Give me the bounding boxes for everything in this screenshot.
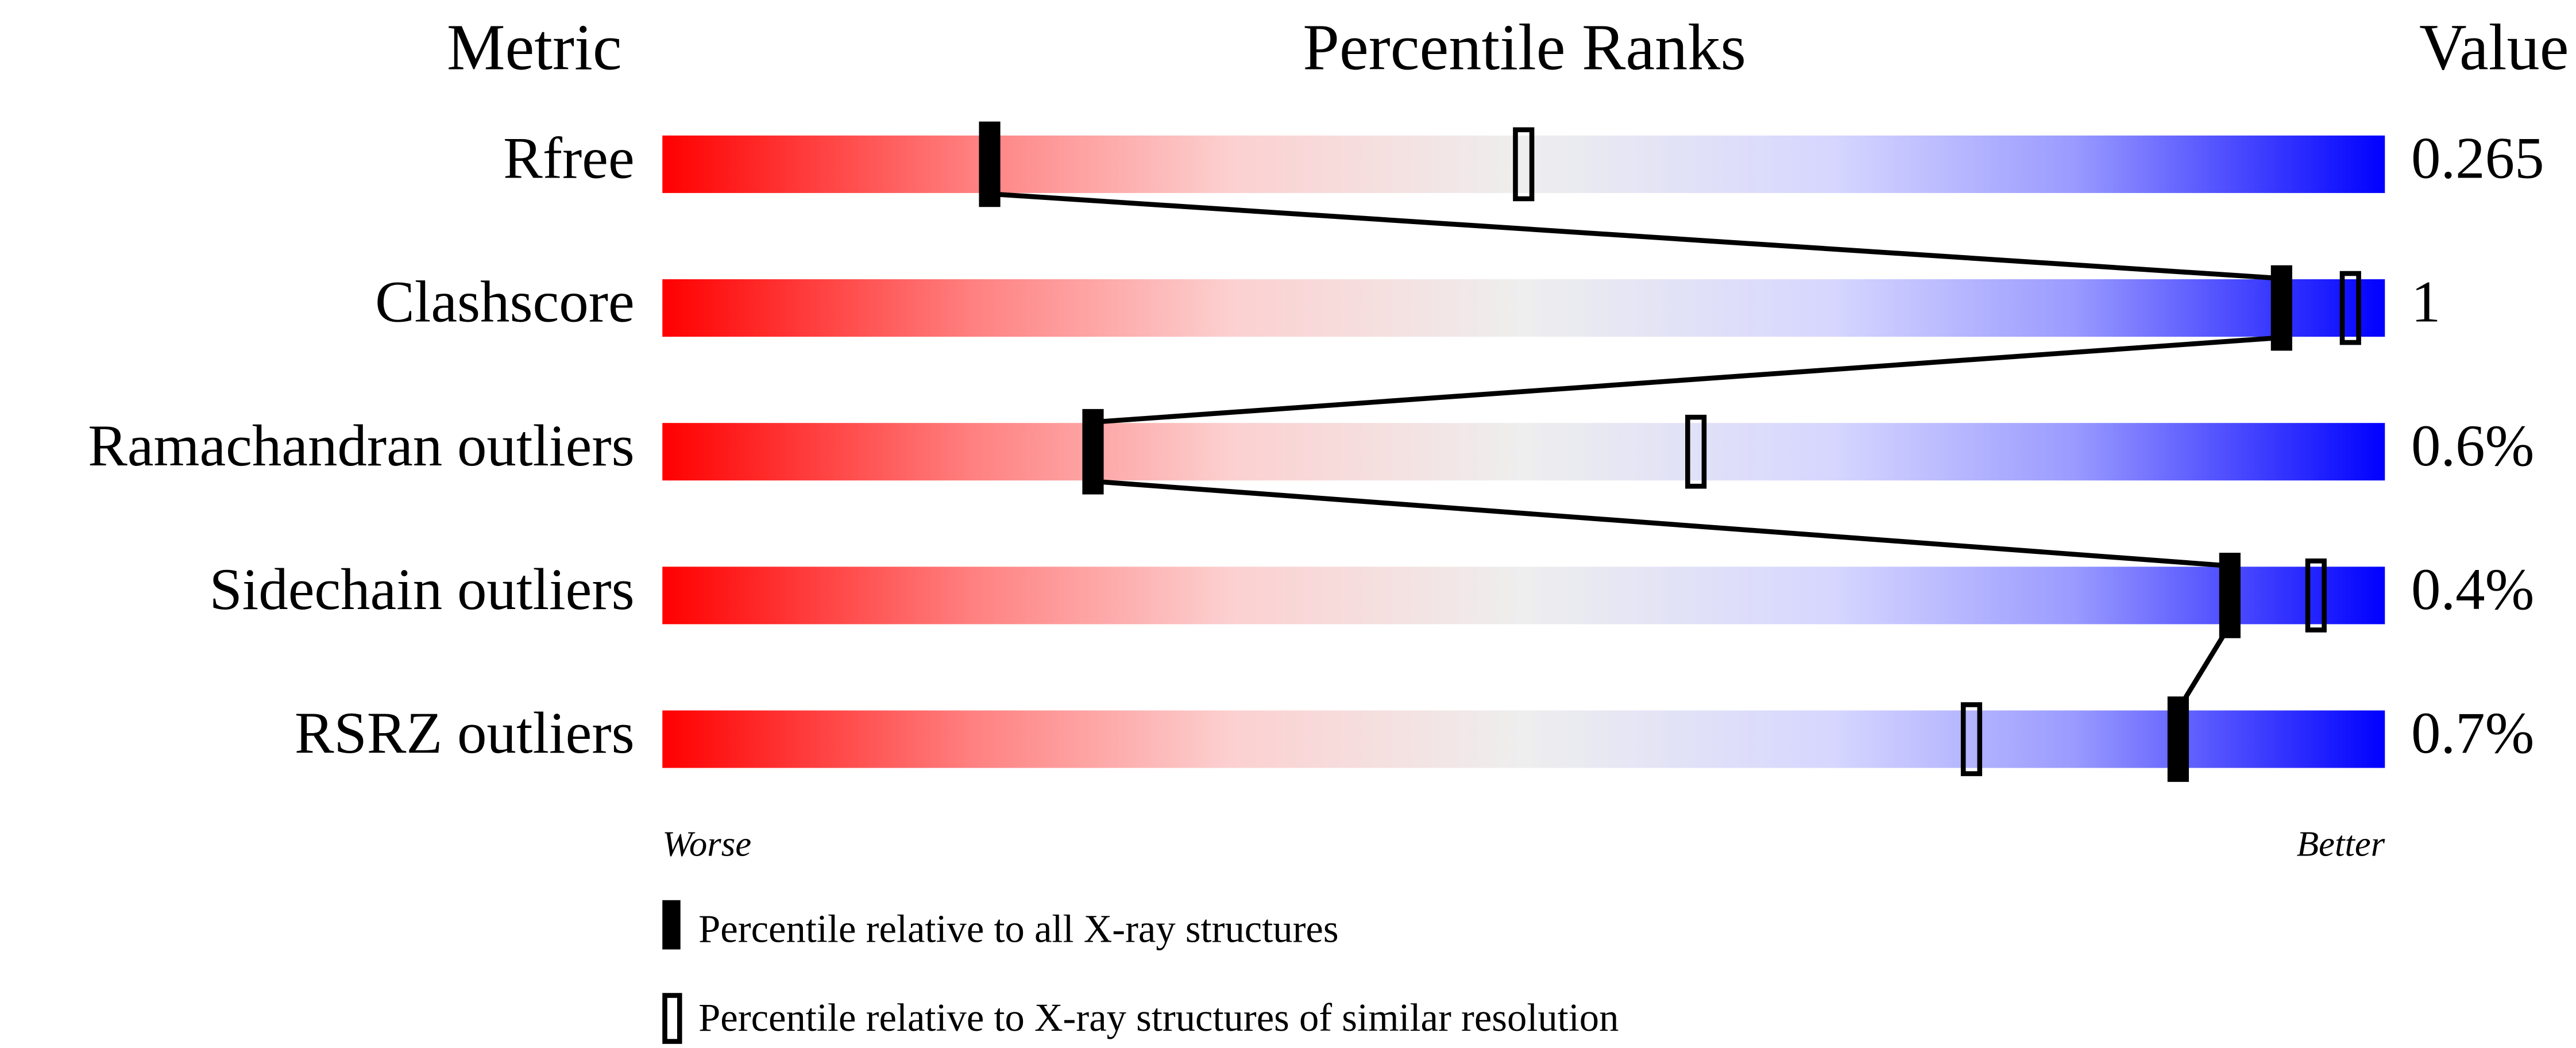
metric-label: Sidechain outliers bbox=[209, 557, 634, 622]
metric-row: Clashscore 1 bbox=[375, 265, 2440, 351]
metric-label: RSRZ outliers bbox=[295, 700, 635, 766]
better-label: Better bbox=[2297, 824, 2385, 864]
similar-resolution-marker bbox=[1513, 127, 1535, 202]
similar-resolution-marker bbox=[1685, 414, 1707, 489]
percentile-bar bbox=[662, 567, 2385, 625]
metric-label: Ramachandran outliers bbox=[88, 413, 635, 479]
metric-row: Sidechain outliers 0.4% bbox=[209, 553, 2534, 638]
metric-value: 0.6% bbox=[2411, 413, 2534, 479]
similar-resolution-marker bbox=[2339, 271, 2361, 345]
metric-value: 0.7% bbox=[2411, 700, 2534, 766]
percentile-link-line bbox=[2176, 623, 2233, 711]
percentile-bar bbox=[662, 423, 2385, 481]
percentile-link-line bbox=[1092, 335, 2282, 425]
legend-open-label: Percentile relative to X-ray structures … bbox=[698, 996, 1619, 1039]
header-percentile-ranks: Percentile Ranks bbox=[1303, 11, 1746, 84]
metric-label: Rfree bbox=[503, 126, 635, 191]
legend-open-marker bbox=[662, 993, 682, 1044]
similar-resolution-marker bbox=[2305, 558, 2327, 633]
metric-value: 0.4% bbox=[2411, 557, 2534, 622]
similar-resolution-marker bbox=[1960, 702, 1983, 776]
percentile-link-line bbox=[989, 191, 2282, 281]
percentile-bar bbox=[662, 710, 2385, 768]
metric-row: Ramachandran outliers 0.6% bbox=[88, 409, 2534, 495]
metric-row: Rfree 0.265 bbox=[503, 121, 2544, 207]
percentile-bar bbox=[662, 279, 2385, 337]
percentile-bar bbox=[662, 135, 2385, 193]
metric-value: 1 bbox=[2411, 269, 2440, 335]
header-value: Value bbox=[2419, 11, 2569, 84]
all-structures-marker bbox=[2167, 696, 2189, 782]
metric-row: RSRZ outliers 0.7% bbox=[295, 696, 2534, 782]
percentile-link-line bbox=[1092, 479, 2230, 569]
worse-label: Worse bbox=[662, 824, 751, 864]
metric-value: 0.265 bbox=[2411, 126, 2544, 191]
legend-filled-marker bbox=[662, 900, 681, 950]
header-metric: Metric bbox=[447, 11, 622, 84]
metric-label: Clashscore bbox=[375, 269, 635, 335]
legend-filled-label: Percentile relative to all X-ray structu… bbox=[698, 907, 1338, 951]
